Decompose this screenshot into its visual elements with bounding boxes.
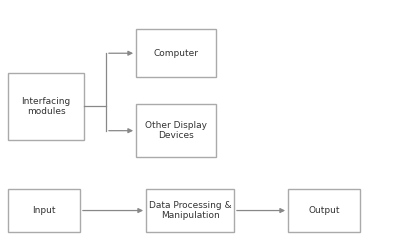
Bar — [288, 189, 360, 232]
Text: Data Processing &
Manipulation: Data Processing & Manipulation — [149, 201, 231, 220]
Bar — [146, 189, 234, 232]
Text: Other Display
Devices: Other Display Devices — [145, 121, 207, 140]
Bar — [8, 73, 84, 140]
Bar — [136, 104, 216, 157]
Text: Input: Input — [32, 206, 56, 215]
Text: Output: Output — [308, 206, 340, 215]
Bar — [8, 189, 80, 232]
Text: Computer: Computer — [154, 49, 198, 58]
Bar — [136, 29, 216, 77]
Text: Interfacing
modules: Interfacing modules — [21, 97, 71, 116]
